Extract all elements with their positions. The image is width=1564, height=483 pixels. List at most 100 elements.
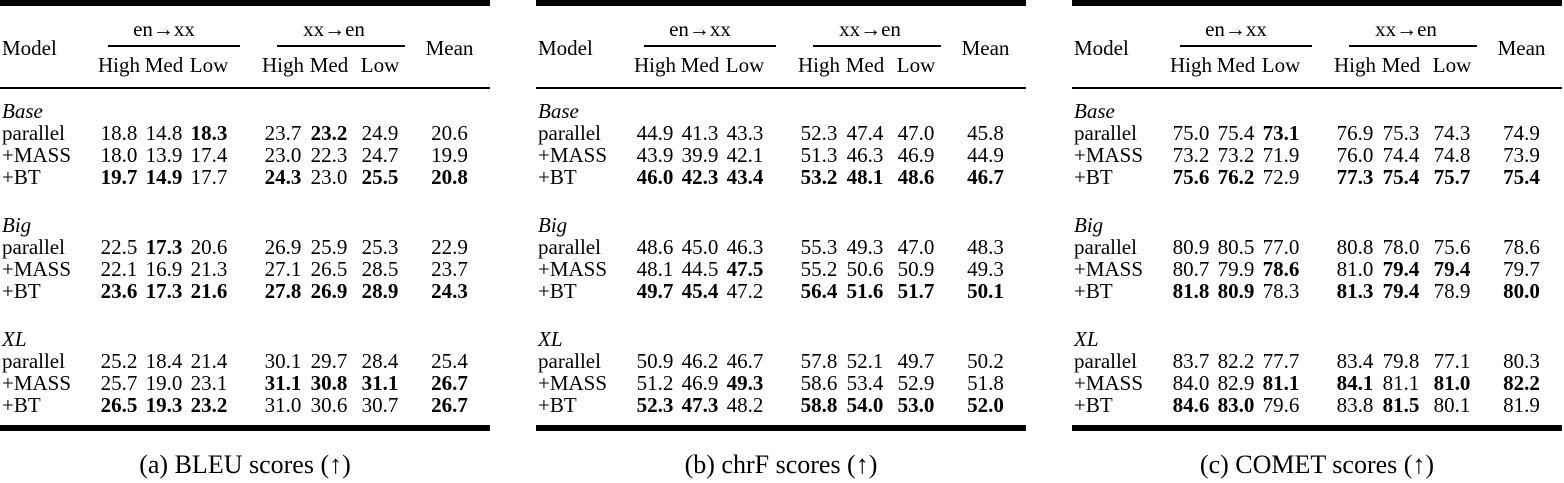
mean-cell: 79.7 bbox=[1503, 257, 1540, 281]
score-cell: 46.7 bbox=[726, 349, 764, 373]
mean-cell: 44.9 bbox=[967, 143, 1004, 167]
score-cell: 79.4 bbox=[1382, 257, 1420, 281]
mean-cell: 82.2 bbox=[1503, 371, 1540, 395]
score-table-comet: Model en→xx xx→en Mean High Med Low High Med Low B… bbox=[1072, 0, 1563, 431]
score-cell: 19.3 bbox=[145, 393, 183, 417]
table-comet: Model en→xx xx→en Mean High Med Low High Med Low B… bbox=[1072, 0, 1563, 480]
score-cell: 28.4 bbox=[361, 349, 399, 373]
mean-cell: 74.9 bbox=[1503, 121, 1540, 145]
mean-cell: 48.3 bbox=[967, 235, 1004, 259]
table-row: parallel 44.9 41.3 43.3 52.3 47.4 47.0 45.8 bbox=[536, 122, 1026, 144]
section-base: Base parallel 18.8 14.8 18.3 23.7 23.2 24.9 20.6… bbox=[0, 88, 490, 188]
score-cell: 79.4 bbox=[1382, 279, 1420, 303]
row-label: parallel bbox=[1074, 121, 1137, 145]
row-label: +BT bbox=[538, 279, 577, 303]
score-cell: 17.4 bbox=[190, 143, 228, 167]
row-label: parallel bbox=[2, 235, 65, 259]
column-header-med-1: Med bbox=[1215, 47, 1257, 89]
column-header-high-2: High bbox=[1305, 47, 1379, 89]
score-cell: 58.8 bbox=[800, 393, 838, 417]
score-cell: 75.4 bbox=[1217, 121, 1255, 145]
header-row-groups: Model en→xx xx→en Mean bbox=[0, 3, 491, 89]
score-cell: 43.9 bbox=[636, 143, 674, 167]
group-label: Base bbox=[1074, 99, 1115, 123]
mean-cell: 45.8 bbox=[967, 121, 1004, 145]
score-cell: 30.7 bbox=[361, 393, 399, 417]
score-cell: 74.4 bbox=[1382, 143, 1420, 167]
row-label: +MASS bbox=[2, 371, 72, 395]
mean-cell: 22.9 bbox=[431, 235, 468, 259]
score-cell: 80.9 bbox=[1172, 235, 1210, 259]
row-label: +BT bbox=[2, 393, 41, 417]
row-label: parallel bbox=[538, 349, 601, 373]
section-xl: XL parallel 25.2 18.4 21.4 30.1 29.7 28.4 25.4 +M… bbox=[0, 302, 490, 428]
table-row: +MASS 25.7 19.0 23.1 31.1 30.8 31.1 26.7 bbox=[0, 372, 490, 394]
mean-cell: 20.6 bbox=[431, 121, 468, 145]
score-cell: 47.3 bbox=[681, 393, 719, 417]
caption-bleu: (a) BLEU scores (↑) bbox=[139, 450, 351, 479]
mean-cell: 23.7 bbox=[431, 257, 468, 281]
score-cell: 73.2 bbox=[1172, 143, 1210, 167]
section-big: Big parallel 22.5 17.3 20.6 26.9 25.9 25.3 22.9 +… bbox=[0, 188, 490, 302]
row-label: +BT bbox=[538, 393, 577, 417]
group-label: XL bbox=[538, 327, 563, 351]
table-row: +MASS 48.1 44.5 47.5 55.2 50.6 50.9 49.3 bbox=[536, 258, 1026, 280]
score-cell: 25.5 bbox=[361, 165, 399, 189]
score-cell: 81.3 bbox=[1336, 279, 1374, 303]
table-chrf: Model en→xx xx→en Mean High Med Low High Med Low B… bbox=[536, 0, 1027, 480]
row-label: +MASS bbox=[538, 143, 608, 167]
score-cell: 80.8 bbox=[1336, 235, 1374, 259]
score-cell: 49.3 bbox=[726, 371, 764, 395]
score-cell: 83.4 bbox=[1336, 349, 1374, 373]
score-cell: 81.0 bbox=[1433, 371, 1471, 395]
score-cell: 18.0 bbox=[100, 143, 138, 167]
score-cell: 21.4 bbox=[190, 349, 228, 373]
score-cell: 51.6 bbox=[846, 279, 884, 303]
score-cell: 24.9 bbox=[361, 121, 399, 145]
score-cell: 82.9 bbox=[1217, 371, 1255, 395]
header-row-groups: Model en→xx xx→en Mean bbox=[1072, 3, 1563, 89]
mean-cell: 49.3 bbox=[967, 257, 1004, 281]
score-cell: 18.8 bbox=[100, 121, 138, 145]
score-cell: 75.3 bbox=[1382, 121, 1420, 145]
column-header-high-2: High bbox=[769, 47, 843, 89]
column-header-med-1: Med bbox=[679, 47, 721, 89]
column-header-low-1: Low bbox=[185, 47, 233, 89]
table-row: +MASS 51.2 46.9 49.3 58.6 53.4 52.9 51.8 bbox=[536, 372, 1026, 394]
group-row-xl: XL bbox=[536, 302, 1026, 350]
score-cell: 79.4 bbox=[1433, 257, 1471, 281]
column-header-low-1: Low bbox=[1257, 47, 1305, 89]
score-cell: 41.3 bbox=[681, 121, 719, 145]
score-cell: 78.6 bbox=[1262, 257, 1300, 281]
table-row: +BT 81.8 80.9 78.3 81.3 79.4 78.9 80.0 bbox=[1072, 280, 1562, 302]
score-cell: 14.8 bbox=[145, 121, 183, 145]
score-cell: 14.9 bbox=[145, 165, 183, 189]
score-cell: 23.1 bbox=[190, 371, 228, 395]
score-cell: 76.2 bbox=[1217, 165, 1255, 189]
score-cell: 77.0 bbox=[1262, 235, 1300, 259]
mean-cell: 20.8 bbox=[431, 165, 468, 189]
header-row-subcolumns: High Med Low High Med Low bbox=[536, 47, 1026, 89]
score-cell: 74.8 bbox=[1433, 143, 1471, 167]
column-header-low-2: Low bbox=[351, 47, 410, 89]
group-label: Big bbox=[538, 213, 568, 237]
score-cell: 30.8 bbox=[310, 371, 348, 395]
score-cell: 50.9 bbox=[897, 257, 935, 281]
row-label: parallel bbox=[2, 349, 65, 373]
mean-cell: 26.7 bbox=[431, 393, 468, 417]
score-cell: 53.0 bbox=[897, 393, 935, 417]
row-label: parallel bbox=[2, 121, 65, 145]
group-label: Big bbox=[1074, 213, 1104, 237]
score-cell: 75.6 bbox=[1433, 235, 1471, 259]
column-header-mean: Mean bbox=[1481, 3, 1563, 89]
column-header-mean: Mean bbox=[409, 3, 491, 89]
table-row: +MASS 84.0 82.9 81.1 84.1 81.1 81.0 82.2 bbox=[1072, 372, 1562, 394]
score-cell: 81.1 bbox=[1382, 371, 1420, 395]
caption-chrf: (b) chrF scores (↑) bbox=[684, 450, 878, 479]
score-cell: 47.0 bbox=[897, 121, 935, 145]
column-group-xx-to-en: xx→en bbox=[769, 3, 945, 47]
score-cell: 42.3 bbox=[681, 165, 719, 189]
section-base: Base parallel 44.9 41.3 43.3 52.3 47.4 47.0 45.8… bbox=[536, 88, 1026, 188]
score-cell: 49.3 bbox=[846, 235, 884, 259]
